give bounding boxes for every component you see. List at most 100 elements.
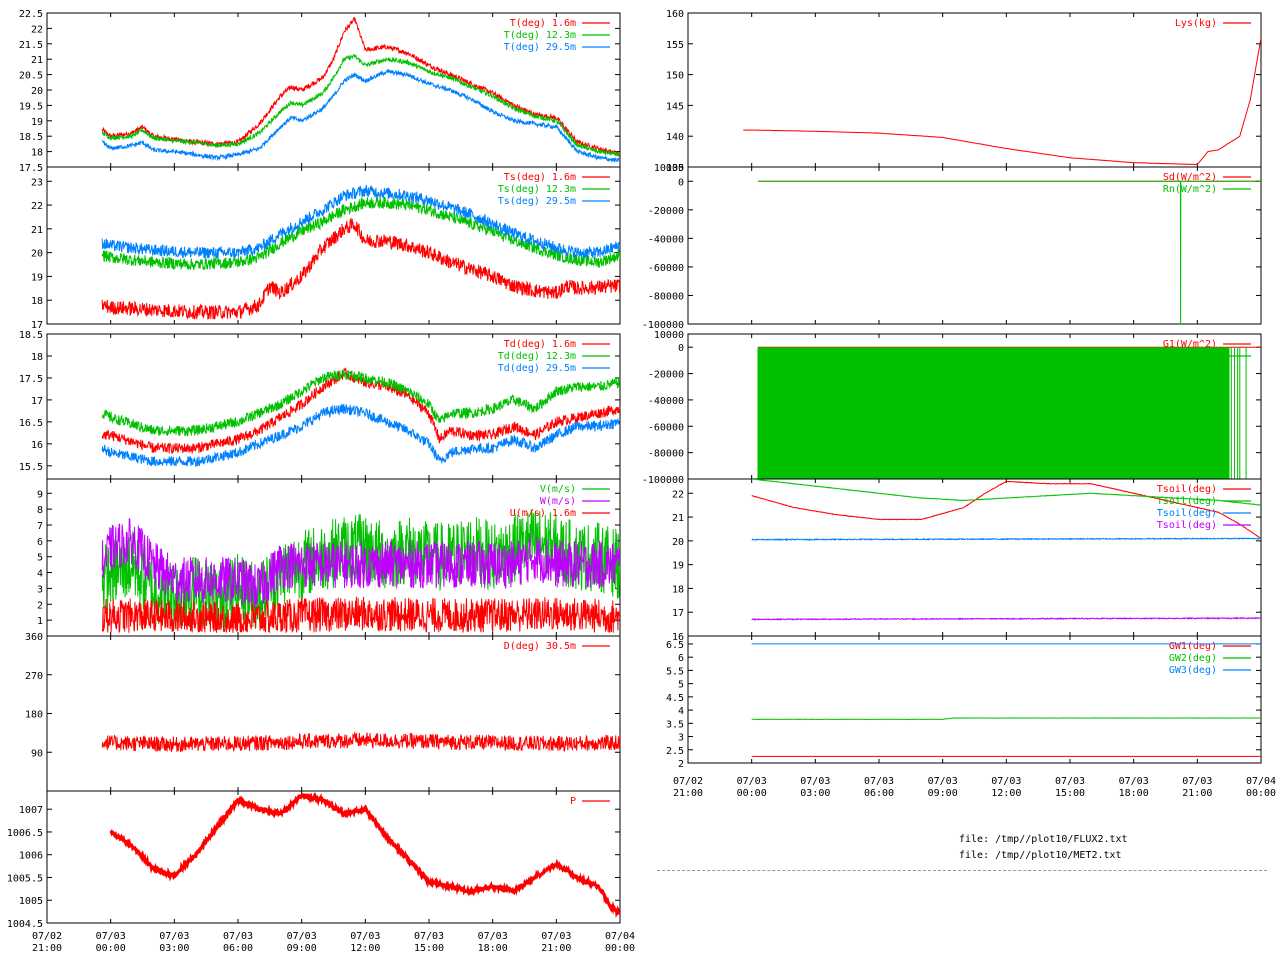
y-tick-label: 18.5 xyxy=(19,330,43,341)
panel-sd: -100000 -80000 -60000 -40000 -20000 0 10000 Sd(… xyxy=(642,163,1262,331)
legend-label: T(deg) 29.5m xyxy=(504,42,576,53)
x-tick-label: 07/03 xyxy=(414,931,444,942)
series-line-blue xyxy=(751,537,1261,542)
y-tick-label: 16.5 xyxy=(19,418,43,429)
x-tick-label: 07/03 xyxy=(223,931,253,942)
legend-label: V(m/s) xyxy=(540,484,576,495)
y-tick-label: 7 xyxy=(37,521,43,532)
y-tick-label: 23 xyxy=(31,177,43,188)
panel-d: 90 180 270 360 D(deg) 30.5m xyxy=(25,632,621,792)
panel-frame xyxy=(687,635,1262,764)
y-tick-label: 22 xyxy=(31,201,43,212)
legend-label: Tsoil(deg) xyxy=(1157,496,1217,507)
legend-label: T(deg) 1.6m xyxy=(510,18,576,29)
y-tick-label: -100000 xyxy=(642,475,684,486)
y-tick-label: 17 xyxy=(31,396,43,407)
y-tick-label: 1004.5 xyxy=(7,919,43,930)
y-tick-label: 145 xyxy=(666,101,684,112)
panel-lys: 135 140 145 150 155 160 Lys(kg) xyxy=(666,9,1262,174)
y-tick-label: 17.5 xyxy=(19,163,43,174)
series-line-red xyxy=(101,596,620,633)
y-tick-label: 1006.5 xyxy=(7,828,43,839)
y-tick-label: 20.5 xyxy=(19,71,43,82)
y-tick-label: -40000 xyxy=(648,396,684,407)
legend-label: W(m/s) xyxy=(540,496,576,507)
y-tick-label: 18 xyxy=(31,352,43,363)
y-tick-label: 22 xyxy=(672,489,684,500)
x-tick-label: 18:00 xyxy=(1119,788,1149,799)
y-tick-label: 0 xyxy=(678,177,684,188)
y-tick-label: 3 xyxy=(37,584,43,595)
x-tick-label: 00:00 xyxy=(737,788,767,799)
y-tick-label: 9 xyxy=(37,489,43,500)
y-tick-label: 18.5 xyxy=(19,132,43,143)
x-tick-label: 07/03 xyxy=(800,776,830,787)
y-tick-label: 135 xyxy=(666,163,684,174)
legend-label: GW3(deg) xyxy=(1169,665,1217,676)
legend-label: Tsoil(deg) xyxy=(1157,520,1217,531)
y-tick-label: 150 xyxy=(666,71,684,82)
legend-label: GW1(deg) xyxy=(1169,641,1217,652)
y-tick-label: 1007 xyxy=(19,805,43,816)
x-tick-label: 00:00 xyxy=(96,943,126,954)
legend-label: Ts(deg) 12.3m xyxy=(498,184,576,195)
y-tick-label: 5.5 xyxy=(666,666,684,677)
x-tick-label: 06:00 xyxy=(223,943,253,954)
panel-frame xyxy=(46,166,621,325)
legend-label: T(deg) 12.3m xyxy=(504,30,576,41)
x-tick-label: 07/03 xyxy=(287,931,317,942)
series-line-green xyxy=(101,196,620,271)
y-tick-label: 18 xyxy=(31,296,43,307)
panel-frame xyxy=(46,635,621,792)
x-tick-label: 21:00 xyxy=(32,943,62,954)
legend-label: G2(W/m^2) xyxy=(1163,351,1217,362)
legend-label: Tsoil(deg) xyxy=(1157,484,1217,495)
series-line-green xyxy=(758,180,1261,324)
file-label-met: file: /tmp//plot10/MET2.txt xyxy=(959,850,1122,861)
x-tick-label: 12:00 xyxy=(991,788,1021,799)
y-tick-label: 16 xyxy=(31,440,43,451)
y-tick-label: -60000 xyxy=(648,422,684,433)
legend-label: U(m/s) 1.6m xyxy=(510,508,576,519)
y-tick-label: 21 xyxy=(31,55,43,66)
y-tick-label: 22 xyxy=(31,24,43,35)
x-tick-label: 18:00 xyxy=(478,943,508,954)
x-tick-label: 07/02 xyxy=(673,776,703,787)
x-tick-label: 07/03 xyxy=(478,931,508,942)
y-tick-label: 15.5 xyxy=(19,462,43,473)
x-tick-label: 07/03 xyxy=(96,931,126,942)
y-tick-label: 2 xyxy=(678,759,684,770)
y-tick-label: 20 xyxy=(31,249,43,260)
x-tick-label: 07/03 xyxy=(928,776,958,787)
y-tick-label: 270 xyxy=(25,671,43,682)
series-line-green xyxy=(751,717,1261,721)
y-tick-label: 360 xyxy=(25,632,43,643)
series-line-red xyxy=(743,37,1261,166)
y-tick-label: 155 xyxy=(666,40,684,51)
x-tick-label: 07/03 xyxy=(541,931,571,942)
y-tick-label: 20 xyxy=(31,86,43,97)
series-line-green xyxy=(101,368,620,438)
series-line-blue xyxy=(101,403,620,467)
y-tick-label: 180 xyxy=(25,710,43,721)
y-tick-label: 19.5 xyxy=(19,101,43,112)
y-tick-label: 18 xyxy=(672,584,684,595)
y-tick-label: -40000 xyxy=(648,234,684,245)
y-tick-label: 21.5 xyxy=(19,40,43,51)
y-tick-label: 4 xyxy=(678,706,684,717)
panel-frame xyxy=(46,790,621,924)
y-tick-label: -100000 xyxy=(642,320,684,331)
y-tick-label: 17 xyxy=(672,608,684,619)
y-tick-label: 8 xyxy=(37,505,43,516)
legend-label: Td(deg) 12.3m xyxy=(498,351,576,362)
legend-label: Td(deg) 1.6m xyxy=(504,339,576,350)
y-tick-label: 18 xyxy=(31,148,43,159)
y-tick-label: 1 xyxy=(37,616,43,627)
x-tick-label: 07/03 xyxy=(1182,776,1212,787)
x-tick-label: 03:00 xyxy=(159,943,189,954)
series-line-red xyxy=(101,731,620,753)
series-line-red xyxy=(101,217,620,320)
